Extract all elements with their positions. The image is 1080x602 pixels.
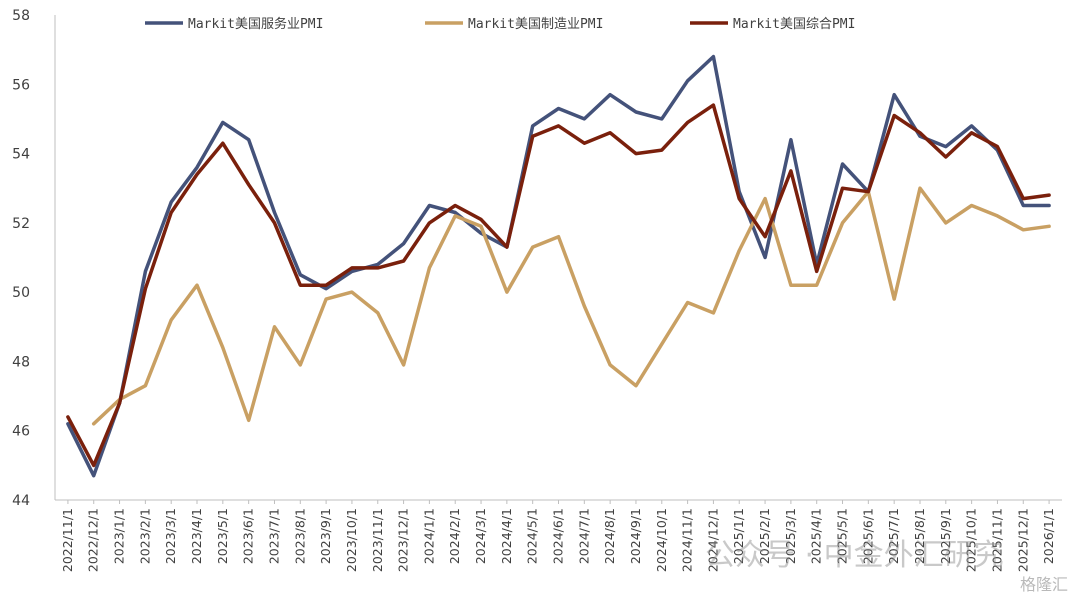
x-tick-label: 2024/3/1 — [473, 508, 488, 564]
x-tick-label: 2026/1/1 — [1041, 508, 1056, 564]
x-tick-label: 2023/12/1 — [396, 508, 411, 572]
x-tick-label: 2022/11/1 — [60, 508, 75, 572]
x-tick-label: 2023/5/1 — [215, 508, 230, 564]
x-tick-label: 2025/11/1 — [989, 508, 1004, 572]
series-line-2 — [91, 186, 1051, 426]
y-tick-label: 56 — [12, 77, 30, 93]
x-tick-label: 2022/12/1 — [86, 508, 101, 572]
x-tick-label: 2023/6/1 — [241, 508, 256, 564]
y-tick-label: 44 — [12, 493, 30, 509]
x-tick-label: 2023/10/1 — [344, 508, 359, 572]
x-tick-label: 2023/8/1 — [292, 508, 307, 564]
x-tick-label: 2024/4/1 — [499, 508, 514, 564]
x-tick-label: 2025/2/1 — [757, 508, 772, 564]
x-tick-label: 2023/11/1 — [370, 508, 385, 572]
x-tick-label: 2024/5/1 — [525, 508, 540, 564]
corner-mark-text: 格隆汇 — [1020, 575, 1068, 594]
x-tick-label: 2023/3/1 — [163, 508, 178, 564]
x-tick-label: 2024/8/1 — [602, 508, 617, 564]
y-tick-label: 54 — [12, 147, 30, 163]
y-axis-ticks: 44 46 48 50 52 54 56 58 — [12, 8, 30, 509]
legend-label-1: Markit美国服务业PMI — [188, 16, 323, 32]
x-axis-ticks: 2022/11/1 2022/12/1 2023/1/1 2023/2/1 2023/3… — [60, 500, 1056, 572]
x-tick-label: 2024/10/1 — [654, 508, 669, 572]
x-tick-label: 2024/11/1 — [680, 508, 695, 572]
legend-label-2: Markit美国制造业PMI — [468, 17, 603, 32]
x-tick-label: 2024/1/1 — [421, 508, 436, 564]
y-tick-label: 48 — [12, 354, 30, 370]
x-tick-label: 2025/7/1 — [886, 508, 901, 564]
x-tick-label: 2025/6/1 — [860, 508, 875, 564]
y-tick-label: 58 — [12, 8, 30, 24]
x-tick-label: 2025/10/1 — [964, 508, 979, 572]
x-tick-label: 2024/12/1 — [705, 508, 720, 572]
chart-axes — [54, 15, 1062, 501]
x-tick-label: 2024/6/1 — [551, 508, 566, 564]
x-tick-label: 2024/2/1 — [447, 508, 462, 564]
x-tick-label: 2024/7/1 — [576, 508, 591, 564]
y-tick-label: 46 — [12, 424, 30, 440]
x-tick-label: 2025/3/1 — [783, 508, 798, 564]
x-tick-label: 2023/7/1 — [266, 508, 281, 564]
x-tick-label: 2025/8/1 — [912, 508, 927, 564]
x-tick-label: 2024/9/1 — [628, 508, 643, 564]
legend-label-3: Markit美国综合PMI — [733, 17, 855, 32]
x-tick-label: 2023/9/1 — [318, 508, 333, 564]
series-line-3 — [66, 103, 1051, 468]
x-tick-label: 2025/9/1 — [938, 508, 953, 564]
chart-legend: Markit美国服务业PMI Markit美国制造业PMI Markit美国综合PM… — [145, 16, 855, 32]
x-tick-label: 2025/1/1 — [731, 508, 746, 564]
x-tick-label: 2023/1/1 — [112, 508, 127, 564]
x-tick-label: 2025/4/1 — [809, 508, 824, 564]
watermark-text: 公众号 · 中金外汇研究 — [705, 538, 1004, 573]
x-tick-label: 2025/5/1 — [835, 508, 850, 564]
y-tick-label: 52 — [12, 216, 30, 232]
chart-series — [66, 54, 1051, 478]
series-line-1 — [66, 54, 1051, 478]
x-tick-label: 2025/12/1 — [1015, 508, 1030, 572]
y-tick-label: 50 — [12, 285, 30, 301]
x-tick-label: 2023/2/1 — [137, 508, 152, 564]
x-tick-label: 2023/4/1 — [189, 508, 204, 564]
